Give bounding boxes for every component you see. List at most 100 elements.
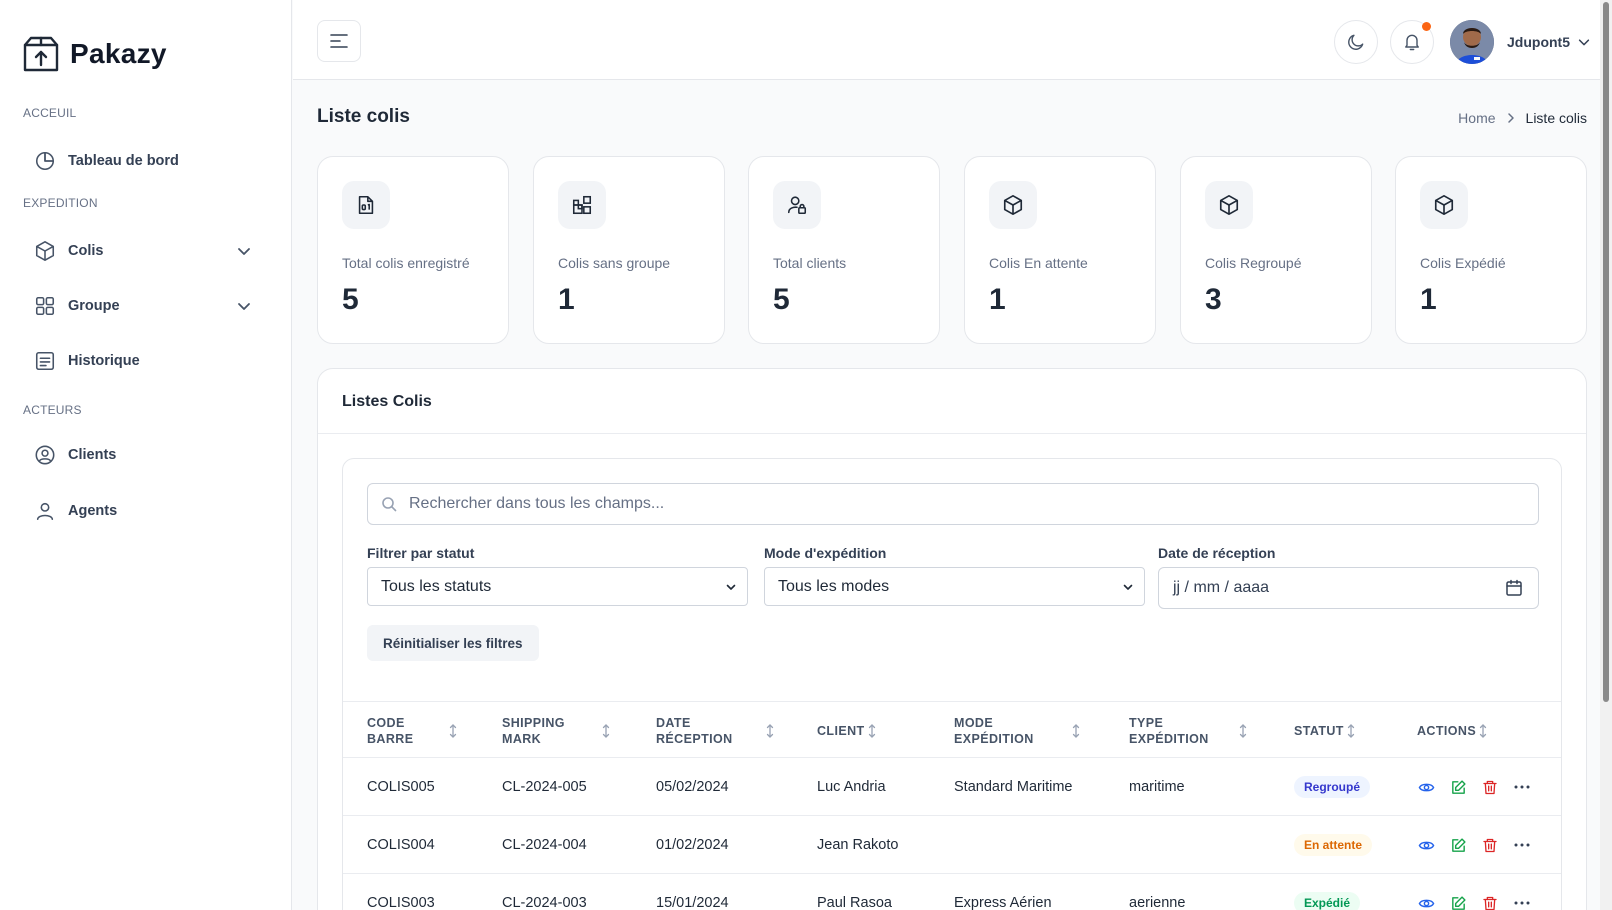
stat-card-colis-en-attente: Colis En attente 1 bbox=[964, 156, 1156, 344]
table-row: COLIS004 CL-2024-004 01/02/2024 Jean Rak… bbox=[343, 816, 1561, 874]
stat-label: Colis sans groupe bbox=[558, 255, 671, 271]
user-menu[interactable]: Jdupont5 bbox=[1450, 20, 1591, 64]
sidebar-item-label: Tableau de bord bbox=[68, 153, 179, 169]
delete-icon[interactable] bbox=[1480, 835, 1500, 855]
stat-value: 3 bbox=[1205, 283, 1222, 316]
username: Jdupont5 bbox=[1507, 34, 1570, 50]
user-icon bbox=[22, 500, 68, 522]
grid-icon bbox=[22, 295, 68, 317]
reset-filters-button[interactable]: Réinitialiser les filtres bbox=[367, 625, 539, 661]
cell-actions bbox=[1416, 874, 1532, 910]
table-row: COLIS005 CL-2024-005 05/02/2024 Luc Andr… bbox=[343, 758, 1561, 816]
date-filter-input[interactable]: jj / mm / aaaa bbox=[1158, 567, 1539, 609]
sidebar-item-label: Clients bbox=[68, 447, 117, 463]
cell-date: 15/01/2024 bbox=[656, 895, 729, 910]
status-badge: Expédié bbox=[1294, 892, 1361, 910]
more-options-icon[interactable] bbox=[1512, 777, 1532, 797]
page-scrollbar[interactable] bbox=[1600, 0, 1612, 910]
page-title: Liste colis bbox=[317, 106, 410, 127]
cube-icon bbox=[989, 181, 1037, 229]
mode-filter-label: Mode d'expédition bbox=[764, 545, 887, 561]
date-filter-label: Date de réception bbox=[1158, 545, 1276, 561]
sort-icon bbox=[766, 723, 774, 738]
stat-value: 1 bbox=[558, 283, 575, 316]
bell-icon bbox=[1402, 32, 1422, 52]
moon-icon bbox=[1346, 32, 1366, 52]
sort-icon bbox=[1479, 723, 1487, 738]
edit-icon[interactable] bbox=[1448, 835, 1468, 855]
sidebar: Pakazy ACCEUIL Tableau de bord EXPEDITIO… bbox=[0, 0, 292, 910]
column-header-type-expedition[interactable]: TYPE EXPÉDITION bbox=[1129, 702, 1247, 759]
breadcrumb-home-link[interactable]: Home bbox=[1458, 110, 1496, 126]
chevron-down-icon[interactable] bbox=[236, 298, 252, 314]
view-icon[interactable] bbox=[1416, 835, 1436, 855]
delete-icon[interactable] bbox=[1480, 893, 1500, 910]
sidebar-item-label: Groupe bbox=[68, 298, 120, 314]
column-header-shipping-mark[interactable]: SHIPPING MARK bbox=[502, 702, 610, 759]
avatar bbox=[1450, 20, 1494, 64]
topbar: Jdupont5 bbox=[293, 0, 1612, 80]
app-name: Pakazy bbox=[70, 38, 167, 69]
column-header-code-barre[interactable]: CODE BARRE bbox=[367, 702, 457, 759]
breadcrumb-current: Liste colis bbox=[1525, 110, 1587, 126]
edit-icon[interactable] bbox=[1448, 893, 1468, 910]
list-icon bbox=[22, 350, 68, 372]
scrollbar-thumb[interactable] bbox=[1603, 2, 1609, 702]
column-header-statut[interactable]: STATUT bbox=[1294, 702, 1364, 759]
cell-code: COLIS005 bbox=[367, 779, 435, 795]
column-header-mode-expedition[interactable]: MODE EXPÉDITION bbox=[954, 702, 1080, 759]
stat-label: Colis Regroupé bbox=[1205, 255, 1302, 271]
delete-icon[interactable] bbox=[1480, 777, 1500, 797]
cell-code: COLIS003 bbox=[367, 895, 435, 910]
sidebar-item-clients[interactable]: Clients bbox=[22, 433, 264, 477]
cell-status: En attente bbox=[1294, 816, 1373, 874]
stat-value: 1 bbox=[989, 283, 1006, 316]
chevron-down-icon[interactable] bbox=[236, 243, 252, 259]
box-icon bbox=[22, 240, 68, 262]
sidebar-item-colis[interactable]: Colis bbox=[22, 229, 264, 273]
cell-date: 05/02/2024 bbox=[656, 779, 729, 795]
calendar-icon[interactable] bbox=[1505, 579, 1523, 597]
cell-shipping-mark: CL-2024-003 bbox=[502, 895, 587, 910]
view-icon[interactable] bbox=[1416, 893, 1436, 910]
status-filter-label: Filtrer par statut bbox=[367, 545, 475, 561]
chevron-down-icon bbox=[1122, 581, 1134, 593]
stat-card-colis-regroupe: Colis Regroupé 3 bbox=[1180, 156, 1372, 344]
menu-toggle-button[interactable] bbox=[317, 20, 361, 62]
cell-client: Luc Andria bbox=[817, 779, 886, 795]
search-input[interactable] bbox=[409, 495, 1509, 513]
sidebar-item-historique[interactable]: Historique bbox=[22, 339, 264, 383]
cell-status: Expédié bbox=[1294, 874, 1361, 910]
stat-label: Total colis enregistré bbox=[342, 255, 470, 271]
stat-card-colis-sans-groupe: Colis sans groupe 1 bbox=[533, 156, 725, 344]
sidebar-item-tableau-de-bord[interactable]: Tableau de bord bbox=[22, 139, 264, 183]
cell-actions bbox=[1416, 816, 1532, 874]
theme-toggle-button[interactable] bbox=[1334, 20, 1378, 64]
app-logo[interactable]: Pakazy bbox=[22, 35, 167, 73]
mode-filter-select[interactable]: Tous les modes bbox=[764, 567, 1145, 606]
stat-card-colis-expedie: Colis Expédié 1 bbox=[1395, 156, 1587, 344]
sidebar-item-agents[interactable]: Agents bbox=[22, 489, 264, 533]
edit-icon[interactable] bbox=[1448, 777, 1468, 797]
search-box bbox=[367, 483, 1539, 525]
sort-icon bbox=[602, 723, 610, 738]
menu-icon bbox=[330, 34, 348, 48]
view-icon[interactable] bbox=[1416, 777, 1436, 797]
stat-label: Colis Expédié bbox=[1420, 255, 1506, 271]
stat-value: 1 bbox=[1420, 283, 1437, 316]
section-title-acceuil: ACCEUIL bbox=[23, 106, 77, 120]
sidebar-item-groupe[interactable]: Groupe bbox=[22, 284, 264, 328]
sort-icon bbox=[1239, 723, 1247, 738]
cell-client: Paul Rasoa bbox=[817, 895, 892, 910]
column-header-date-reception[interactable]: DATE RÉCEPTION bbox=[656, 702, 774, 759]
search-icon bbox=[381, 496, 397, 512]
shapes-icon bbox=[558, 181, 606, 229]
more-options-icon[interactable] bbox=[1512, 835, 1532, 855]
status-filter-select[interactable]: Tous les statuts bbox=[367, 567, 748, 606]
notifications-button[interactable] bbox=[1390, 20, 1434, 64]
column-header-client[interactable]: CLIENT bbox=[817, 702, 887, 759]
column-header-actions[interactable]: ACTIONS bbox=[1417, 702, 1497, 759]
cube-icon bbox=[1420, 181, 1468, 229]
more-options-icon[interactable] bbox=[1512, 893, 1532, 910]
cell-client: Jean Rakoto bbox=[817, 837, 899, 853]
